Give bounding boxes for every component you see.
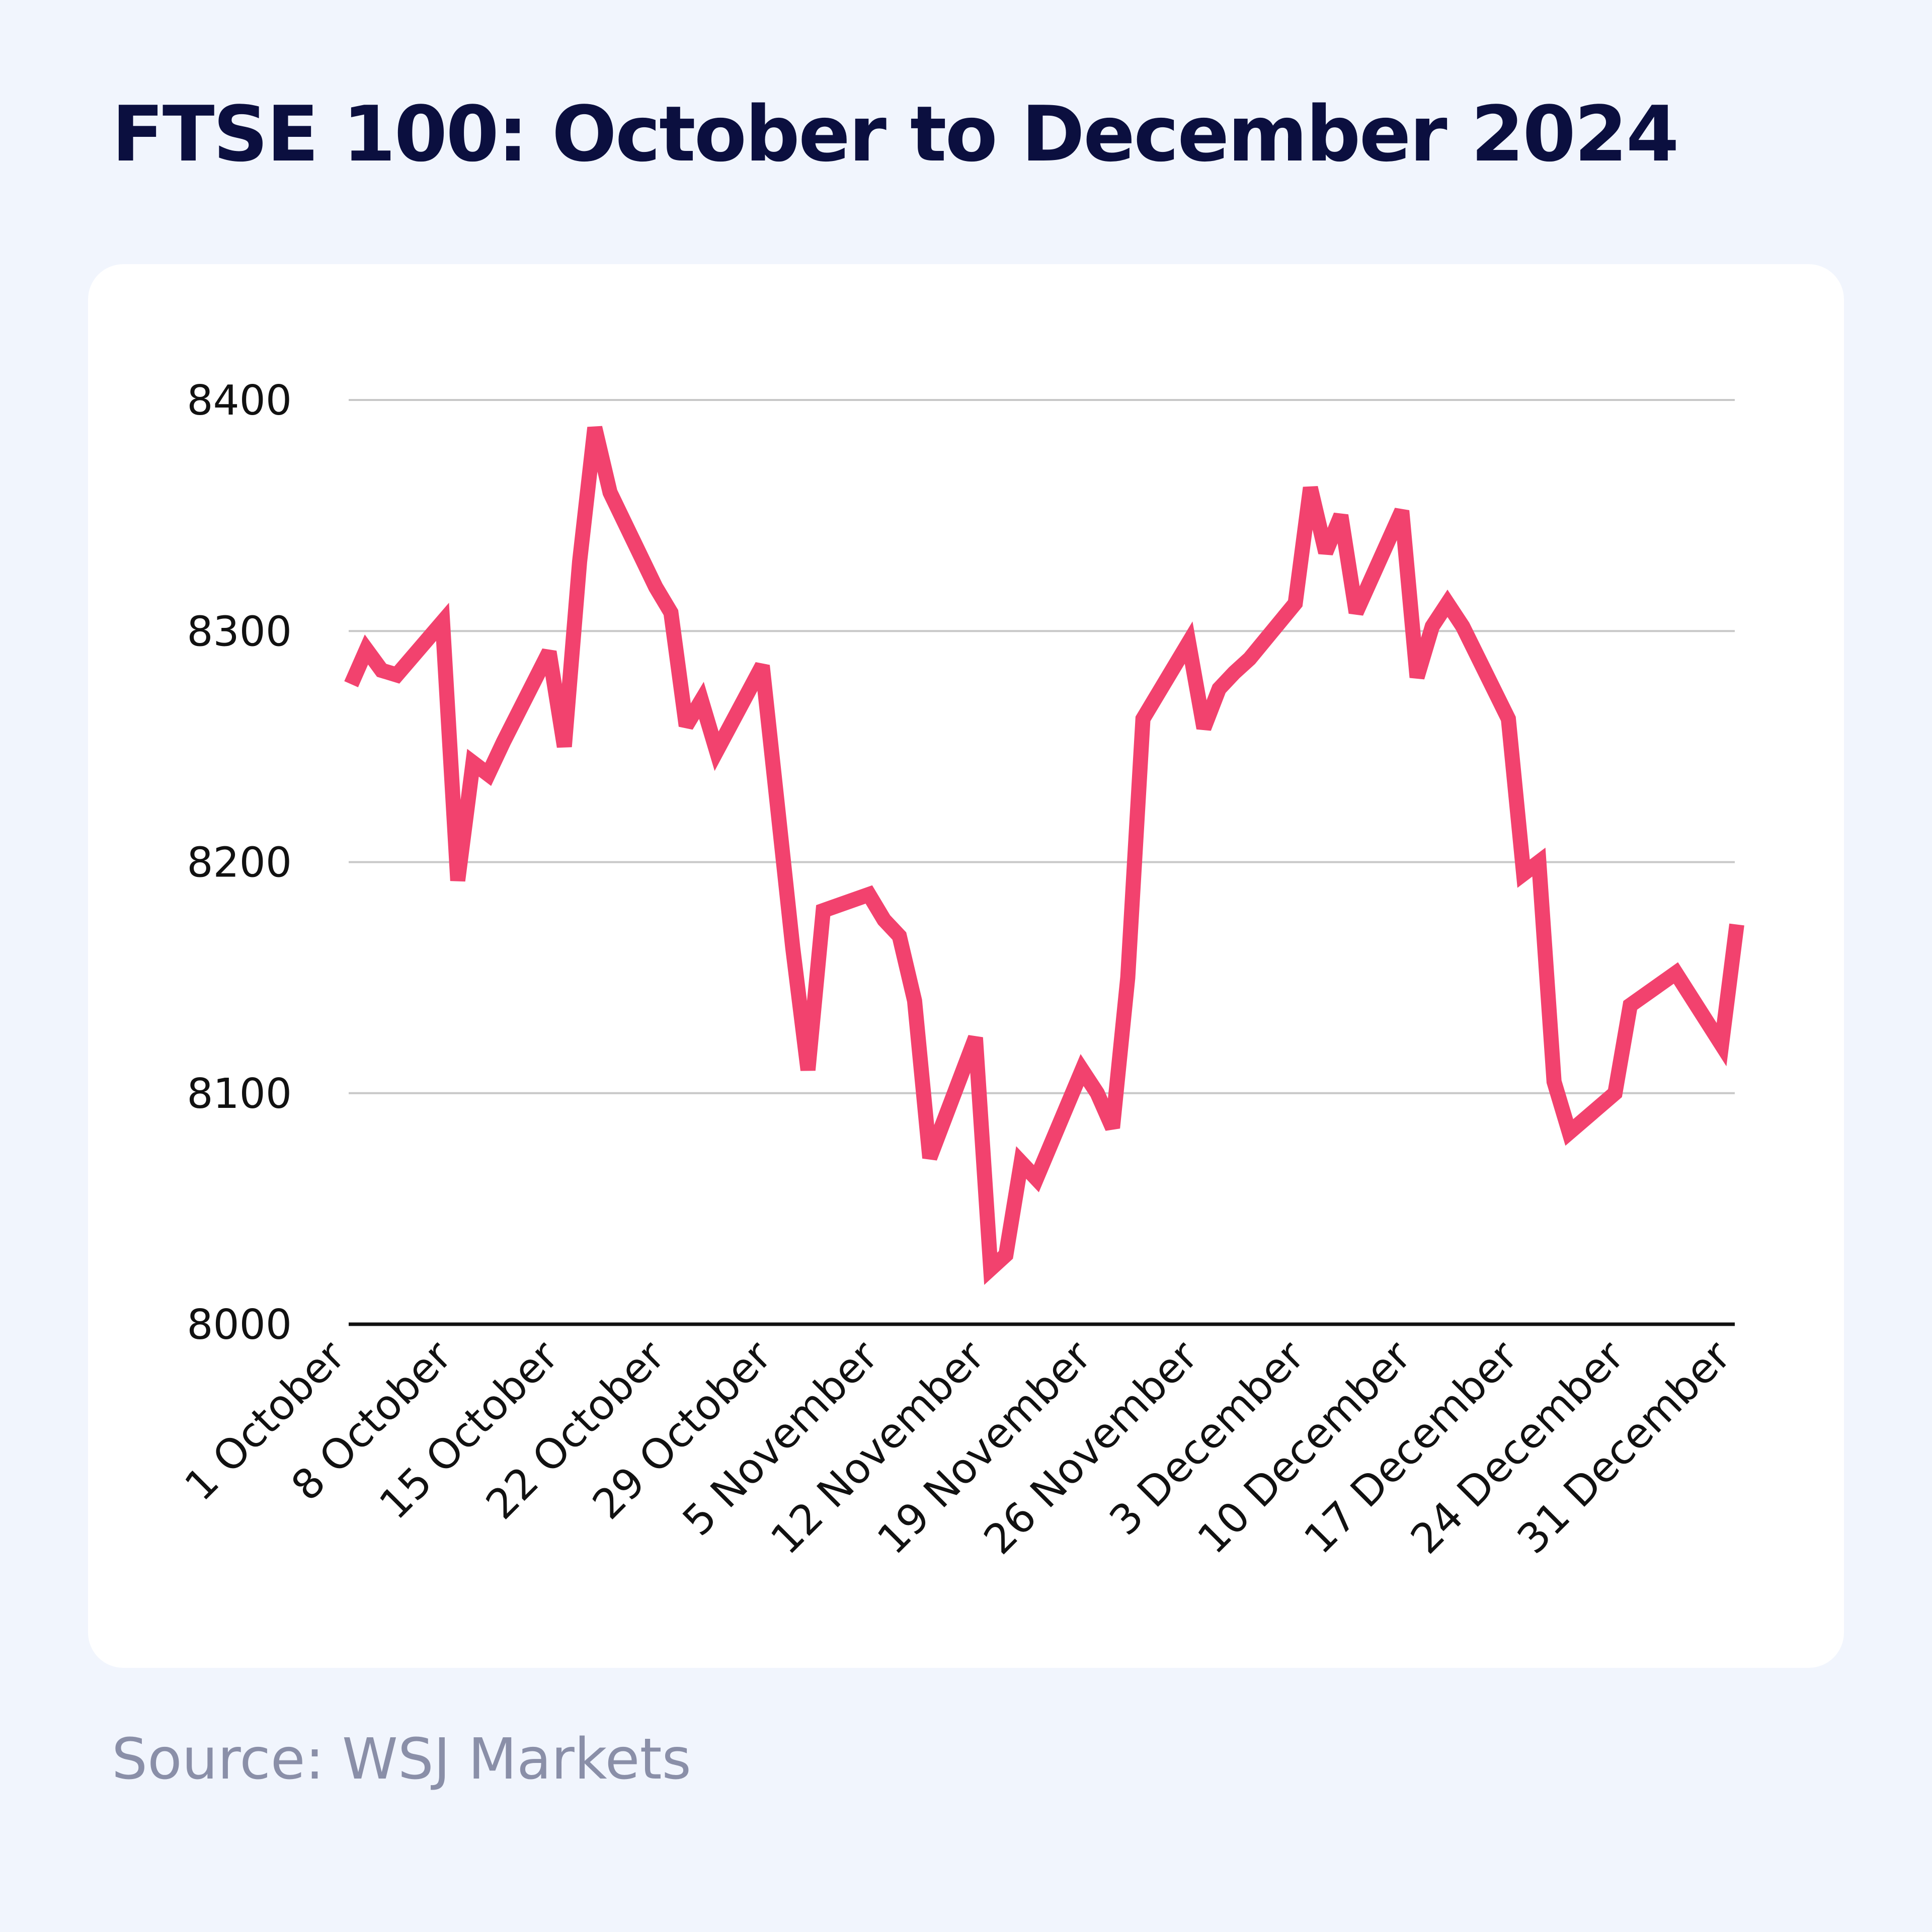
y-tick-label: 8400 — [187, 377, 292, 425]
y-tick-label: 8200 — [187, 839, 292, 887]
y-tick-label: 8300 — [187, 608, 292, 656]
chart-title: FTSE 100: October to December 2024 — [112, 90, 1679, 179]
source-note: Source: WSJ Markets — [112, 1727, 691, 1792]
plot-area — [344, 426, 1744, 1285]
y-axis: 8000 8100 8200 8300 8400 — [187, 377, 292, 1349]
series-line — [344, 426, 1744, 1285]
y-tick-label: 8100 — [187, 1070, 292, 1118]
y-tick-label: 8000 — [187, 1301, 292, 1349]
